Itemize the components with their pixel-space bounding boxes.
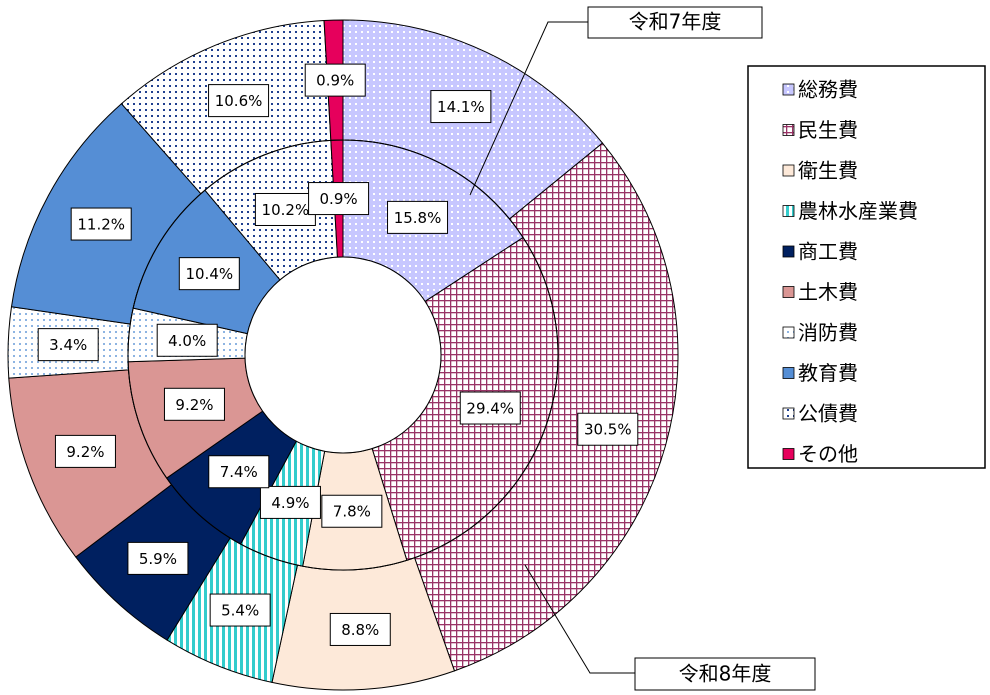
data-label: 9.2%: [66, 443, 104, 461]
legend-swatch: [782, 367, 795, 379]
legend-label: 公債費: [798, 402, 858, 426]
legend-label: 衛生費: [798, 159, 858, 183]
data-label: 15.8%: [394, 209, 442, 227]
label-box: [37, 328, 99, 362]
data-label: 30.5%: [584, 421, 632, 439]
label-box: [208, 84, 270, 118]
legend-label: 消防費: [798, 321, 858, 345]
legend-swatch: [782, 407, 795, 420]
data-label: 29.4%: [466, 400, 514, 418]
legend-swatch: [782, 164, 795, 177]
legend-swatch: [782, 286, 795, 298]
data-label: 10.4%: [185, 265, 233, 283]
label-box: [208, 455, 270, 489]
label-box: [430, 90, 492, 124]
legend-swatch: [782, 448, 795, 460]
data-label: 0.9%: [316, 72, 354, 90]
data-label: 7.8%: [333, 503, 371, 521]
data-label: 3.4%: [49, 336, 87, 354]
legend-label: 民生費: [798, 118, 858, 142]
legend-swatch: [782, 205, 795, 217]
data-label: 5.9%: [139, 550, 177, 568]
hole: [244, 256, 442, 454]
slices: [7, 19, 679, 691]
leader-line: [469, 21, 588, 196]
label-box: [308, 182, 370, 216]
data-label: 14.1%: [437, 98, 485, 116]
data-label: 10.2%: [262, 201, 310, 219]
data-label: 7.4%: [220, 463, 258, 481]
legend-swatch: [782, 245, 795, 258]
label-box: [163, 387, 225, 421]
label-box: [127, 541, 189, 575]
leader-line: [524, 564, 635, 674]
legend-label: 教育費: [798, 361, 858, 385]
legend-swatch: [782, 326, 795, 339]
legend-swatch: [782, 124, 795, 136]
data-label: 4.0%: [168, 332, 206, 350]
label-box: [577, 412, 639, 446]
ring-edge: [127, 139, 559, 571]
labels: 14.1% 30.5% 8.8% 5.4% 5.9% 9.2% 3.4% 11.2% 10.6%…: [37, 63, 639, 646]
legend-label: その他: [798, 442, 858, 466]
series-box: [634, 657, 816, 691]
label-box: [459, 391, 521, 425]
legend-label: 商工費: [798, 240, 858, 264]
legend-label: 総務費: [798, 78, 858, 102]
label-box: [178, 257, 240, 291]
label-box: [304, 63, 366, 97]
label-box: [329, 612, 391, 646]
data-label: 10.6%: [215, 92, 263, 110]
label-box: [209, 593, 271, 627]
label-box: [156, 323, 218, 357]
data-label: 0.9%: [320, 190, 358, 208]
legend-swatch: [782, 83, 795, 96]
label-box: [70, 207, 132, 241]
label-box: [259, 485, 321, 519]
data-label: 4.9%: [271, 494, 309, 512]
series-name: 令和7年度: [629, 10, 722, 34]
legend-label: 土木費: [798, 280, 858, 304]
label-box: [54, 434, 116, 468]
data-label: 8.8%: [341, 621, 379, 639]
series-name: 令和8年度: [679, 662, 772, 686]
data-label: 9.2%: [175, 396, 213, 414]
data-label: 5.4%: [221, 602, 259, 620]
data-label: 11.2%: [77, 216, 125, 234]
label-box: [321, 494, 383, 528]
series-box: [587, 6, 763, 39]
legend-label: 農林水産業費: [798, 199, 918, 223]
label-box: [387, 200, 449, 234]
